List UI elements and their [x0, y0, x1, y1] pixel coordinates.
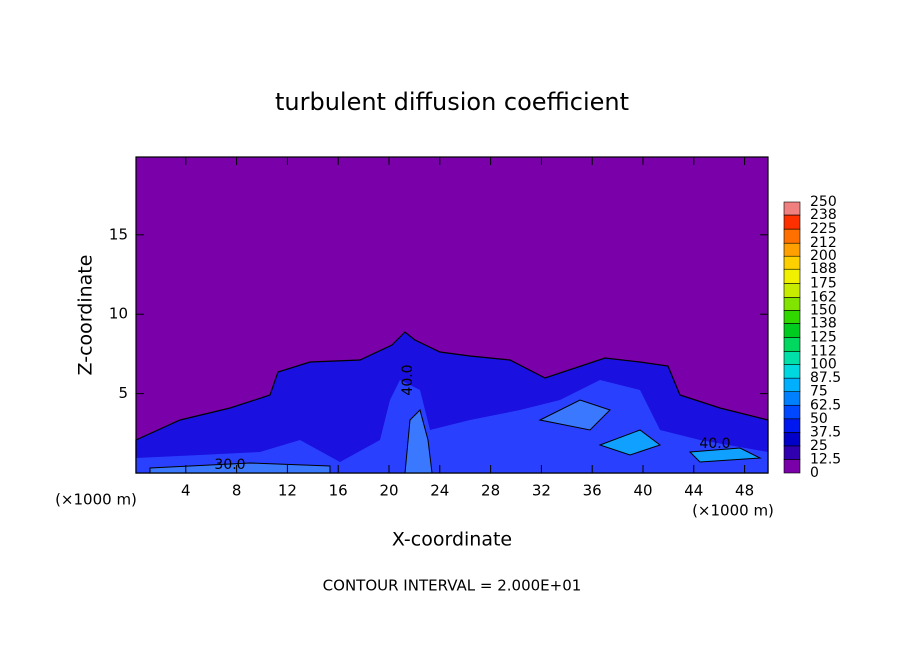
- field-region: [598, 429, 762, 463]
- colorbar-label: 162: [810, 289, 837, 305]
- colorbar-label: 212: [810, 235, 837, 251]
- colorbar-label: 75: [810, 384, 828, 400]
- colorbar-band: [783, 255, 801, 270]
- colorbar-label: 25: [810, 438, 828, 454]
- plot-frame: [135, 156, 769, 474]
- colorbar-band: [783, 364, 801, 379]
- colorbar-label: 62.5: [810, 397, 841, 413]
- colorbar-band: [783, 418, 801, 433]
- colorbar-band: [783, 282, 801, 298]
- colorbar-band: [783, 268, 801, 284]
- colorbar-label: 175: [810, 275, 837, 291]
- colorbar-label: 87.5: [810, 370, 841, 386]
- colorbar-label: 50: [810, 411, 828, 427]
- contour-label: 30.0: [214, 457, 245, 473]
- contour-label: 40.0: [699, 436, 730, 452]
- x-tick-label: 36: [583, 482, 602, 500]
- field-region: [136, 380, 768, 473]
- colorbar-label: 225: [810, 221, 837, 237]
- x-tick-label: 16: [329, 482, 348, 500]
- colorbar-label: 150: [810, 302, 837, 318]
- y-tick-label: 10: [109, 305, 128, 323]
- field: [135, 156, 769, 474]
- colorbar-band: [783, 228, 801, 244]
- x-tick-label: 40: [633, 482, 652, 500]
- x-tick-label: 4: [181, 482, 191, 500]
- y-tick-label: 15: [109, 225, 128, 243]
- x-tick-label: 8: [232, 482, 242, 500]
- colorbar-label: 238: [810, 207, 837, 223]
- colorbar-band: [783, 459, 801, 474]
- colorbar-band: [783, 351, 801, 365]
- colorbar-band: [783, 297, 801, 311]
- colorbar-label: 250: [810, 194, 837, 210]
- colorbar-band: [783, 391, 801, 406]
- x-tick-label: 20: [379, 482, 398, 500]
- x-tick-label: 32: [532, 482, 551, 500]
- chart-title: turbulent diffusion coefficient: [275, 88, 629, 116]
- y-tick-label: 5: [118, 384, 128, 402]
- y-axis-label: Z-coordinate: [75, 255, 97, 376]
- x-unit: (×1000 m): [692, 502, 774, 520]
- x-tick-label: 24: [430, 482, 449, 500]
- colorbar-label: 100: [810, 357, 837, 373]
- colorbar-label: 37.5: [810, 424, 841, 440]
- colorbar-label: 112: [810, 344, 837, 360]
- x-axis-label: X-coordinate: [392, 529, 512, 551]
- y-unit: (×1000 m): [55, 491, 137, 509]
- colorbar-label: 0: [810, 465, 819, 481]
- colorbar-band: [783, 377, 801, 392]
- colorbar-band: [783, 404, 801, 420]
- colorbar-band: [783, 445, 801, 460]
- x-tick-label: 28: [481, 482, 500, 500]
- colorbar-band: [783, 214, 801, 230]
- colorbar-label: 138: [810, 315, 837, 331]
- contour-label: 40.0: [400, 364, 416, 395]
- footer: CONTOUR INTERVAL = 2.000E+01: [323, 577, 582, 595]
- colorbar-band: [783, 310, 801, 324]
- colorbar-label: 125: [810, 330, 837, 346]
- x-tick-label: 44: [684, 482, 703, 500]
- colorbar-label: 12.5: [810, 451, 841, 467]
- x-tick-label: 12: [278, 482, 297, 500]
- colorbar-label: 188: [810, 261, 837, 277]
- colorbar-band: [783, 323, 801, 338]
- colorbar-label: 200: [810, 248, 837, 264]
- colorbar-band: [783, 432, 801, 447]
- x-tick-label: 48: [735, 482, 754, 500]
- colorbar-band: [783, 201, 801, 216]
- colorbar-band: [783, 242, 801, 257]
- colorbar-band: [783, 337, 801, 352]
